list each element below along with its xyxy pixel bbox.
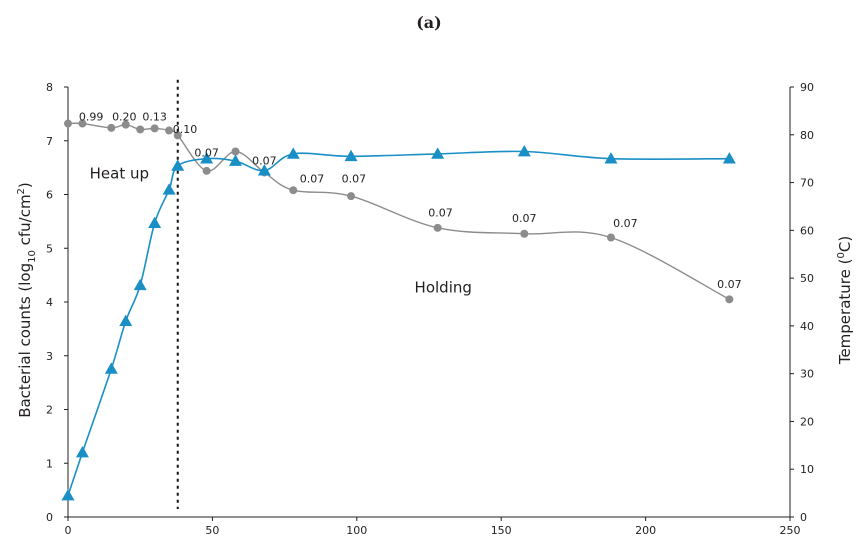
data-label: 0.10 [173,123,198,136]
bacterial-count-point [433,223,442,232]
bacterial-count-point [231,147,240,156]
phase-annotation: Heat up [90,164,149,182]
bacterial-count-point [150,124,159,133]
bacterial-count-point [64,119,72,128]
bacterial-count-point [520,229,529,238]
data-label: 0.07 [428,207,453,220]
left-y-tick-label: 0 [46,511,53,524]
right-y-tick-label: 50 [800,272,814,285]
temperature-point [229,154,243,166]
x-tick-label: 50 [205,524,219,537]
x-tick-label: 200 [635,524,656,537]
left-y-tick-label: 6 [46,189,53,202]
temperature-point [61,489,75,501]
temperature-point [286,147,300,159]
data-label: 0.07 [613,217,638,230]
x-tick-label: 250 [780,524,801,537]
data-label: 0.99 [79,110,104,123]
left-y-tick-label: 3 [46,350,53,363]
left-y-tick-label: 7 [46,135,53,148]
right-y-axis-ticks: 0 10 20 30 40 50 60 70 80 90 [790,81,814,524]
data-labels: 0.99 0.20 0.13 0.10 0.07 0.07 0.07 0.07 0.07 0.07… [79,110,742,291]
temperature-point [257,164,271,176]
axes [67,87,791,518]
temperature-line [67,150,730,496]
right-y-tick-label: 30 [800,368,814,381]
right-y-tick-label: 10 [800,463,814,476]
left-y-axis-ticks: 0 1 2 3 4 5 6 7 8 [46,81,68,524]
data-label: 0.07 [300,173,325,186]
temperature-point [722,152,736,164]
left-y-tick-label: 1 [46,457,53,470]
phase-annotation: Holding [415,278,472,296]
data-label: 0.07 [342,173,367,186]
bacterial-count-point [606,233,615,242]
bacterial-count-point [121,120,130,129]
temperature-point [431,147,445,159]
right-y-tick-label: 70 [800,177,814,190]
temperature-point [133,278,147,291]
temperature-point [119,314,133,326]
data-label: 0.20 [112,110,137,123]
temperature-point [104,362,118,374]
data-label: 0.07 [252,154,277,167]
series [61,119,736,501]
x-tick-label: 100 [346,524,367,537]
bacterial-count-point [725,295,734,304]
right-y-tick-label: 80 [800,129,814,142]
x-axis-ticks: 0 50 100 150 200 250 [65,517,801,537]
temperature-point [200,152,214,164]
bacterial-count-point [78,119,87,128]
right-y-tick-label: 20 [800,415,814,428]
bacterial-count-point [289,186,298,195]
left-y-tick-label: 2 [46,404,53,417]
data-label: 0.07 [194,146,219,159]
bacterial-count-point [136,125,145,134]
temperature-point [148,216,162,229]
left-y-tick-label: 5 [46,242,53,255]
bacterial-count-point [173,131,182,140]
bacterial-count-point [202,166,211,175]
annotations: Heat up Holding [90,164,472,296]
data-label: 0.07 [512,212,537,225]
temperature-point [75,446,89,458]
left-y-tick-label: 4 [46,296,53,309]
right-y-tick-label: 90 [800,81,814,94]
right-y-tick-label: 40 [800,320,814,333]
bacterial-count-point [107,123,116,132]
bacterial-count-point [347,192,356,201]
temperature-point [344,149,358,162]
data-label: 0.07 [717,278,742,291]
temperature-point [162,183,176,195]
bacterial-count-line [67,122,730,300]
bacterial-count-point [165,126,174,135]
temperature-point [171,159,185,171]
chart-title: (a) [416,13,442,32]
left-y-tick-label: 8 [46,81,53,94]
right-y-tick-label: 60 [800,224,814,237]
data-label: 0.13 [142,110,167,123]
right-y-tick-label: 0 [800,511,807,524]
x-tick-label: 0 [65,524,72,537]
x-tick-label: 150 [491,524,512,537]
temperature-point [517,145,531,157]
left-y-axis-title: Bacterial counts (log10 cfu/cm2) [16,182,38,418]
right-y-axis-title: Temperature (0C) [836,236,854,365]
temperature-point [604,152,618,164]
